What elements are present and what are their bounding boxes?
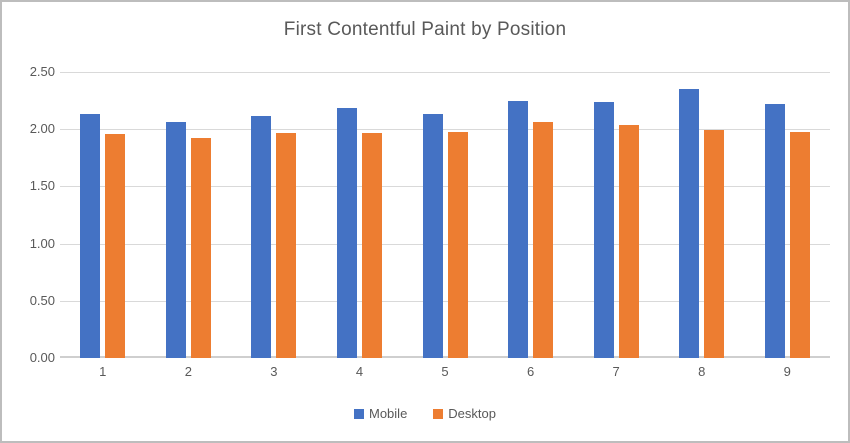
legend-swatch-mobile <box>354 408 364 419</box>
bar-group-8 <box>659 72 745 358</box>
bar-desktop-7 <box>618 124 639 358</box>
bar-groups <box>60 72 830 358</box>
bar-desktop-4 <box>361 132 382 358</box>
gridline <box>60 129 830 130</box>
bar-desktop-1 <box>105 133 126 358</box>
legend: Mobile Desktop <box>2 406 848 421</box>
x-tick-label: 6 <box>526 364 535 379</box>
bar-group-1 <box>60 72 146 358</box>
bar-mobile-6 <box>508 100 529 358</box>
bar-group-2 <box>146 72 232 358</box>
bar-desktop-9 <box>789 131 810 358</box>
x-tick-label: 4 <box>355 364 364 379</box>
gridline <box>60 244 830 245</box>
bar-desktop-6 <box>533 122 554 358</box>
bar-mobile-7 <box>593 101 614 358</box>
bar-group-6 <box>488 72 574 358</box>
y-tick-label: 1.00 <box>29 235 55 251</box>
bar-desktop-2 <box>190 138 211 358</box>
y-tick-label: 0.50 <box>29 292 55 308</box>
gridline <box>60 186 830 187</box>
y-tick-label: 0.00 <box>29 350 55 365</box>
bar-desktop-5 <box>447 131 468 358</box>
gridline <box>60 72 830 73</box>
x-tick-label: 5 <box>441 364 449 379</box>
bar-mobile-2 <box>165 122 186 358</box>
y-tick-label: 1.50 <box>29 178 55 194</box>
y-tick-label: 2.50 <box>29 64 55 79</box>
bar-group-4 <box>317 72 403 358</box>
bar-desktop-3 <box>276 132 297 358</box>
bar-mobile-9 <box>764 104 785 358</box>
bar-mobile-3 <box>251 115 272 358</box>
x-tick-label: 2 <box>184 364 192 379</box>
x-tick-label: 7 <box>612 364 620 379</box>
bar-mobile-8 <box>679 89 700 358</box>
bar-group-9 <box>745 72 831 358</box>
legend-item-desktop: Desktop <box>433 406 496 421</box>
bar-group-5 <box>402 72 488 358</box>
legend-label-mobile: Mobile <box>369 406 408 421</box>
x-tick-label: 1 <box>99 364 107 379</box>
bar-mobile-1 <box>80 114 101 358</box>
gridline <box>60 301 830 302</box>
x-tick-label: 8 <box>698 364 706 379</box>
bar-desktop-8 <box>704 130 725 358</box>
y-tick-label: 2.00 <box>29 121 55 137</box>
bar-mobile-5 <box>422 114 443 358</box>
bar-group-3 <box>231 72 317 358</box>
legend-label-desktop: Desktop <box>448 406 496 421</box>
x-tick-label: 3 <box>270 364 278 379</box>
legend-item-mobile: Mobile <box>354 406 407 421</box>
bar-group-7 <box>573 72 659 358</box>
x-axis-labels: 1 2 3 4 5 6 7 8 9 <box>60 364 830 379</box>
plot-area <box>60 72 830 358</box>
x-axis-line <box>60 356 830 358</box>
x-tick-label: 9 <box>783 364 791 379</box>
bar-mobile-4 <box>336 107 357 358</box>
legend-swatch-desktop <box>433 408 444 419</box>
chart-title: First Contentful Paint by Position <box>283 19 567 40</box>
